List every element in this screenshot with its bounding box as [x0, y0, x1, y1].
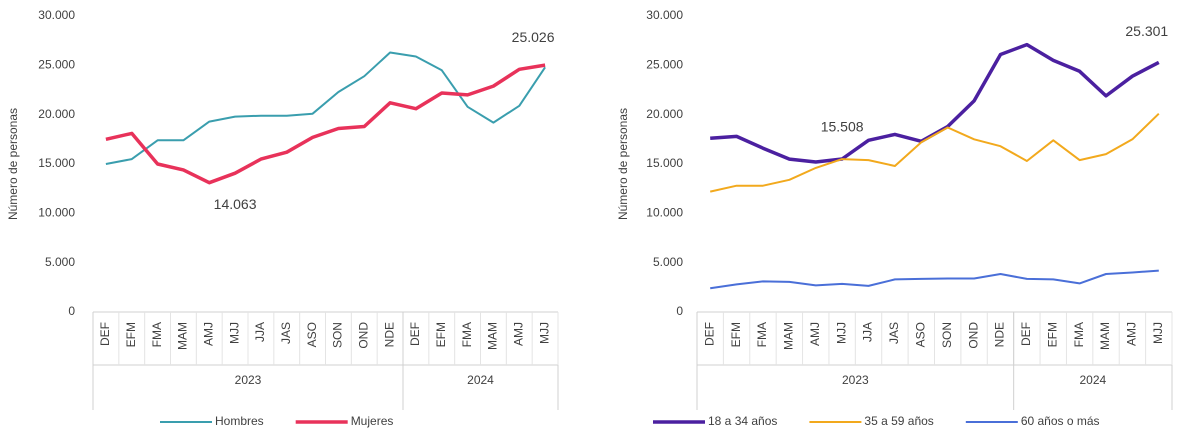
x-tick-label: EFM: [1045, 322, 1059, 347]
x-tick-label: JJA: [253, 322, 267, 342]
y-tick-label: 30.000: [38, 8, 75, 22]
value-label: 14.063: [214, 196, 257, 212]
year-label: 2023: [235, 373, 262, 387]
value-label: 25.026: [512, 29, 555, 45]
year-label: 2024: [1079, 373, 1106, 387]
x-tick-label: JJA: [861, 322, 875, 342]
x-tick-label: EFM: [434, 322, 448, 347]
y-tick-label: 20.000: [646, 107, 683, 121]
legend-label: Hombres: [215, 414, 264, 428]
value-label: 15.508: [821, 119, 864, 135]
x-tick-label: MAM: [486, 322, 500, 350]
legend-label: 18 a 34 años: [708, 414, 777, 428]
x-tick-label: SON: [940, 322, 954, 348]
y-tick-label: 10.000: [38, 206, 75, 220]
year-label: 2024: [467, 373, 494, 387]
y-tick-label: 25.000: [646, 58, 683, 72]
x-tick-label: DEF: [408, 322, 422, 346]
x-tick-label: JAS: [279, 322, 293, 344]
y-axis-title: Número de personas: [616, 108, 630, 220]
x-tick-label: MJJ: [227, 322, 241, 344]
value-label: 25.301: [1125, 23, 1168, 39]
x-tick-label: JAS: [887, 322, 901, 344]
series-line: [105, 51, 546, 165]
y-tick-label: 25.000: [38, 58, 75, 72]
x-tick-label: MJJ: [537, 322, 551, 344]
y-tick-label: 5.000: [45, 255, 75, 269]
y-tick-label: 20.000: [38, 107, 75, 121]
x-tick-label: EFM: [124, 322, 138, 347]
x-tick-label: NDE: [382, 322, 396, 347]
legend-label: 35 a 59 años: [864, 414, 933, 428]
x-tick-label: MAM: [782, 322, 796, 350]
x-tick-label: OND: [966, 322, 980, 349]
x-tick-label: MAM: [1098, 322, 1112, 350]
x-tick-label: FMA: [150, 322, 164, 347]
y-axis-title: Número de personas: [6, 108, 20, 220]
x-tick-label: FMA: [460, 322, 474, 347]
x-tick-label: MJJ: [834, 322, 848, 344]
x-tick-label: AMJ: [201, 322, 215, 346]
legend-label: Mujeres: [351, 414, 394, 428]
x-tick-label: SON: [331, 322, 345, 348]
legend-label: 60 años o más: [1021, 414, 1100, 428]
y-tick-label: 30.000: [646, 8, 683, 22]
x-tick-label: DEF: [1019, 322, 1033, 346]
y-tick-label: 10.000: [646, 206, 683, 220]
x-tick-label: ASO: [305, 322, 319, 347]
x-tick-label: AMJ: [808, 322, 822, 346]
x-tick-label: FMA: [755, 322, 769, 347]
year-label: 2023: [842, 373, 869, 387]
x-tick-label: AMJ: [1125, 322, 1139, 346]
series-line: [710, 42, 1160, 164]
x-tick-label: NDE: [993, 322, 1007, 347]
series-line: [710, 269, 1159, 290]
x-tick-label: OND: [356, 322, 370, 349]
y-tick-label: 0: [676, 304, 683, 318]
x-tick-label: DEF: [702, 322, 716, 346]
y-tick-label: 15.000: [38, 156, 75, 170]
series-line: [105, 63, 546, 185]
x-tick-label: MAM: [176, 322, 190, 350]
y-tick-label: 15.000: [646, 156, 683, 170]
x-tick-label: EFM: [729, 322, 743, 347]
y-tick-label: 5.000: [653, 255, 683, 269]
x-tick-label: AMJ: [511, 322, 525, 346]
x-tick-label: DEF: [98, 322, 112, 346]
y-tick-label: 0: [68, 304, 75, 318]
x-tick-label: MJJ: [1151, 322, 1165, 344]
x-tick-label: FMA: [1072, 322, 1086, 347]
series-line: [709, 112, 1160, 193]
x-tick-label: ASO: [913, 322, 927, 347]
